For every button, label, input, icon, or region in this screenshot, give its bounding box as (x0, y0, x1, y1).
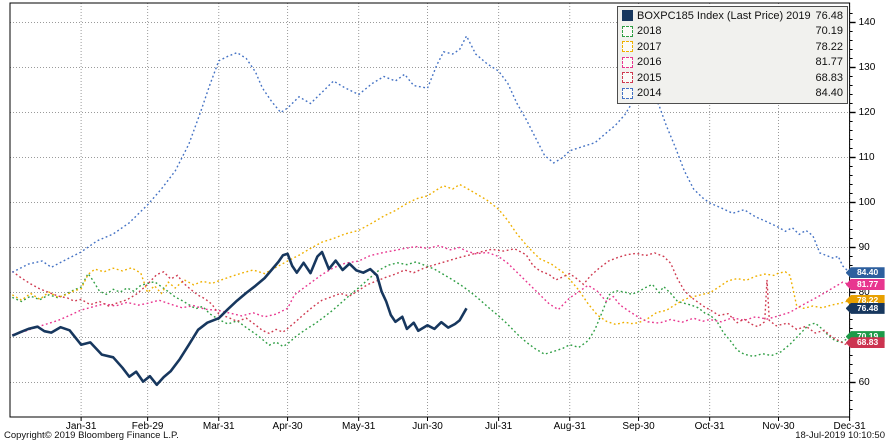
x-axis-label-May-31: May-31 (342, 421, 376, 432)
x-axis-label-Jul-31: Jul-31 (484, 421, 513, 432)
legend-title: BOXPC185 Index (Last Price) 2019 (637, 9, 811, 22)
series-2019-line[interactable] (11, 250, 468, 387)
price-badge-76.48: 76.48 (845, 302, 885, 314)
legend-swatch-2018 (622, 25, 633, 37)
legend-swatch-2014 (622, 87, 633, 99)
copyright-text: Copyright© 2019 Bloomberg Finance L.P. (4, 430, 179, 441)
series-lines (11, 34, 851, 387)
x-axis-label-Aug-31: Aug-31 (553, 421, 586, 432)
y-axis-label-120: 120 (858, 106, 876, 118)
legend-swatch-2017 (622, 41, 633, 53)
legend-year-value: 70.19 (815, 25, 843, 38)
x-axis-label-Sep-30: Sep-30 (622, 421, 655, 432)
x-axis-label-Feb-29: Feb-29 (131, 421, 164, 432)
legend-year-label: 2017 (637, 40, 662, 53)
price-badge-70.19: 70.19 (845, 331, 885, 343)
legend-swatch-2016 (622, 56, 633, 68)
legend-year-value: 78.22 (815, 40, 843, 53)
y-axis-label-140: 140 (858, 16, 876, 28)
x-axis-label-Apr-30: Apr-30 (272, 421, 303, 432)
legend-title-value: 76.48 (815, 9, 843, 22)
legend-row-2014[interactable]: 2014 84.40 (622, 86, 843, 102)
x-axis-label-Oct-31: Oct-31 (694, 421, 725, 432)
legend-year-label: 2018 (637, 25, 662, 38)
legend-year-label: 2014 (637, 87, 662, 100)
plot-frame (9, 2, 851, 418)
legend-year-value: 81.77 (815, 56, 843, 69)
legend-title-row[interactable]: BOXPC185 Index (Last Price) 2019 76.48 (622, 8, 843, 24)
legend-year-label: 2015 (637, 71, 662, 84)
x-axis-label-Nov-30: Nov-30 (762, 421, 795, 432)
y-axis-label-60: 60 (858, 376, 870, 388)
price-badge-78.22: 78.22 (845, 295, 885, 306)
legend-box[interactable]: BOXPC185 Index (Last Price) 2019 76.48 2… (617, 6, 848, 104)
legend-row-2018[interactable]: 2018 70.19 (622, 24, 843, 40)
legend-swatch-2015 (622, 72, 633, 84)
y-axis-label-90: 90 (858, 241, 870, 253)
y-axis-label-100: 100 (858, 196, 876, 208)
x-axis-label-Mar-31: Mar-31 (202, 421, 235, 432)
x-axis-label-Jun-30: Jun-30 (412, 421, 443, 432)
plot-border (9, 2, 851, 418)
legend-row-2017[interactable]: 2017 78.22 (622, 39, 843, 55)
price-badge-84.40: 84.40 (845, 267, 885, 279)
series-2014-line[interactable] (11, 34, 851, 274)
legend-year-value: 84.40 (815, 87, 843, 100)
x-axis-label-Dec-31: Dec-31 (833, 421, 866, 432)
timestamp-text: 18-Jul-2019 10:10:50 (795, 430, 885, 441)
price-badge-81.77: 81.77 (845, 279, 885, 291)
series-2015-line[interactable] (11, 248, 850, 346)
legend-year-label: 2016 (637, 56, 662, 69)
legend-rows: 2018 70.19 2017 78.22 2016 81.77 2015 68.83 2014… (622, 24, 843, 102)
legend-title-swatch (622, 10, 633, 22)
legend-row-2016[interactable]: 2016 81.77 (622, 55, 843, 71)
y-axis-label-130: 130 (858, 61, 876, 73)
series-2017-line[interactable] (11, 183, 850, 326)
price-badge-68.83: 68.83 (845, 337, 885, 349)
x-axis-label-Jan-31: Jan-31 (65, 421, 97, 432)
y-axis-label-80: 80 (858, 286, 870, 298)
y-axis-label-110: 110 (858, 151, 875, 163)
series-2016-line[interactable] (12, 244, 850, 336)
series-2018-line[interactable] (12, 261, 851, 358)
legend-year-value: 68.83 (815, 71, 843, 84)
legend-row-2015[interactable]: 2015 68.83 (622, 70, 843, 86)
